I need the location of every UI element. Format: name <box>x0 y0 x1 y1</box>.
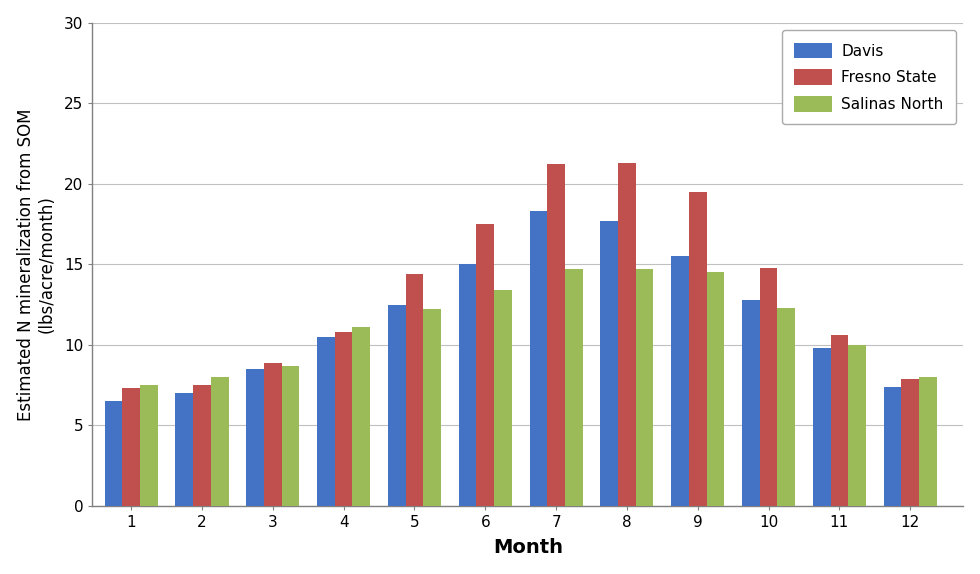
Bar <box>689 192 707 506</box>
Bar <box>353 327 370 506</box>
Bar <box>618 163 636 506</box>
Bar <box>494 290 512 506</box>
Legend: Davis, Fresno State, Salinas North: Davis, Fresno State, Salinas North <box>782 30 956 124</box>
Y-axis label: Estimated N mineralization from SOM
(lbs/acre/month): Estimated N mineralization from SOM (lbs… <box>17 108 56 421</box>
Bar <box>264 363 281 506</box>
Bar <box>760 267 777 506</box>
Bar <box>636 269 654 506</box>
Bar <box>459 264 476 506</box>
Bar <box>529 211 547 506</box>
Bar <box>140 385 158 506</box>
Bar <box>547 164 564 506</box>
Bar <box>335 332 353 506</box>
Bar <box>423 309 441 506</box>
Bar <box>406 274 423 506</box>
Bar <box>211 377 228 506</box>
Bar <box>388 305 406 506</box>
Bar <box>246 369 264 506</box>
X-axis label: Month: Month <box>493 538 563 557</box>
Bar <box>671 256 689 506</box>
Bar <box>122 389 140 506</box>
Bar <box>742 300 760 506</box>
Bar <box>902 379 919 506</box>
Bar <box>564 269 583 506</box>
Bar <box>476 224 494 506</box>
Bar <box>849 345 866 506</box>
Bar <box>707 273 724 506</box>
Bar <box>318 337 335 506</box>
Bar <box>919 377 937 506</box>
Bar <box>175 393 193 506</box>
Bar <box>105 401 122 506</box>
Bar <box>812 348 830 506</box>
Bar <box>777 308 795 506</box>
Bar <box>193 385 211 506</box>
Bar <box>884 387 902 506</box>
Bar <box>601 221 618 506</box>
Bar <box>830 335 849 506</box>
Bar <box>281 366 299 506</box>
